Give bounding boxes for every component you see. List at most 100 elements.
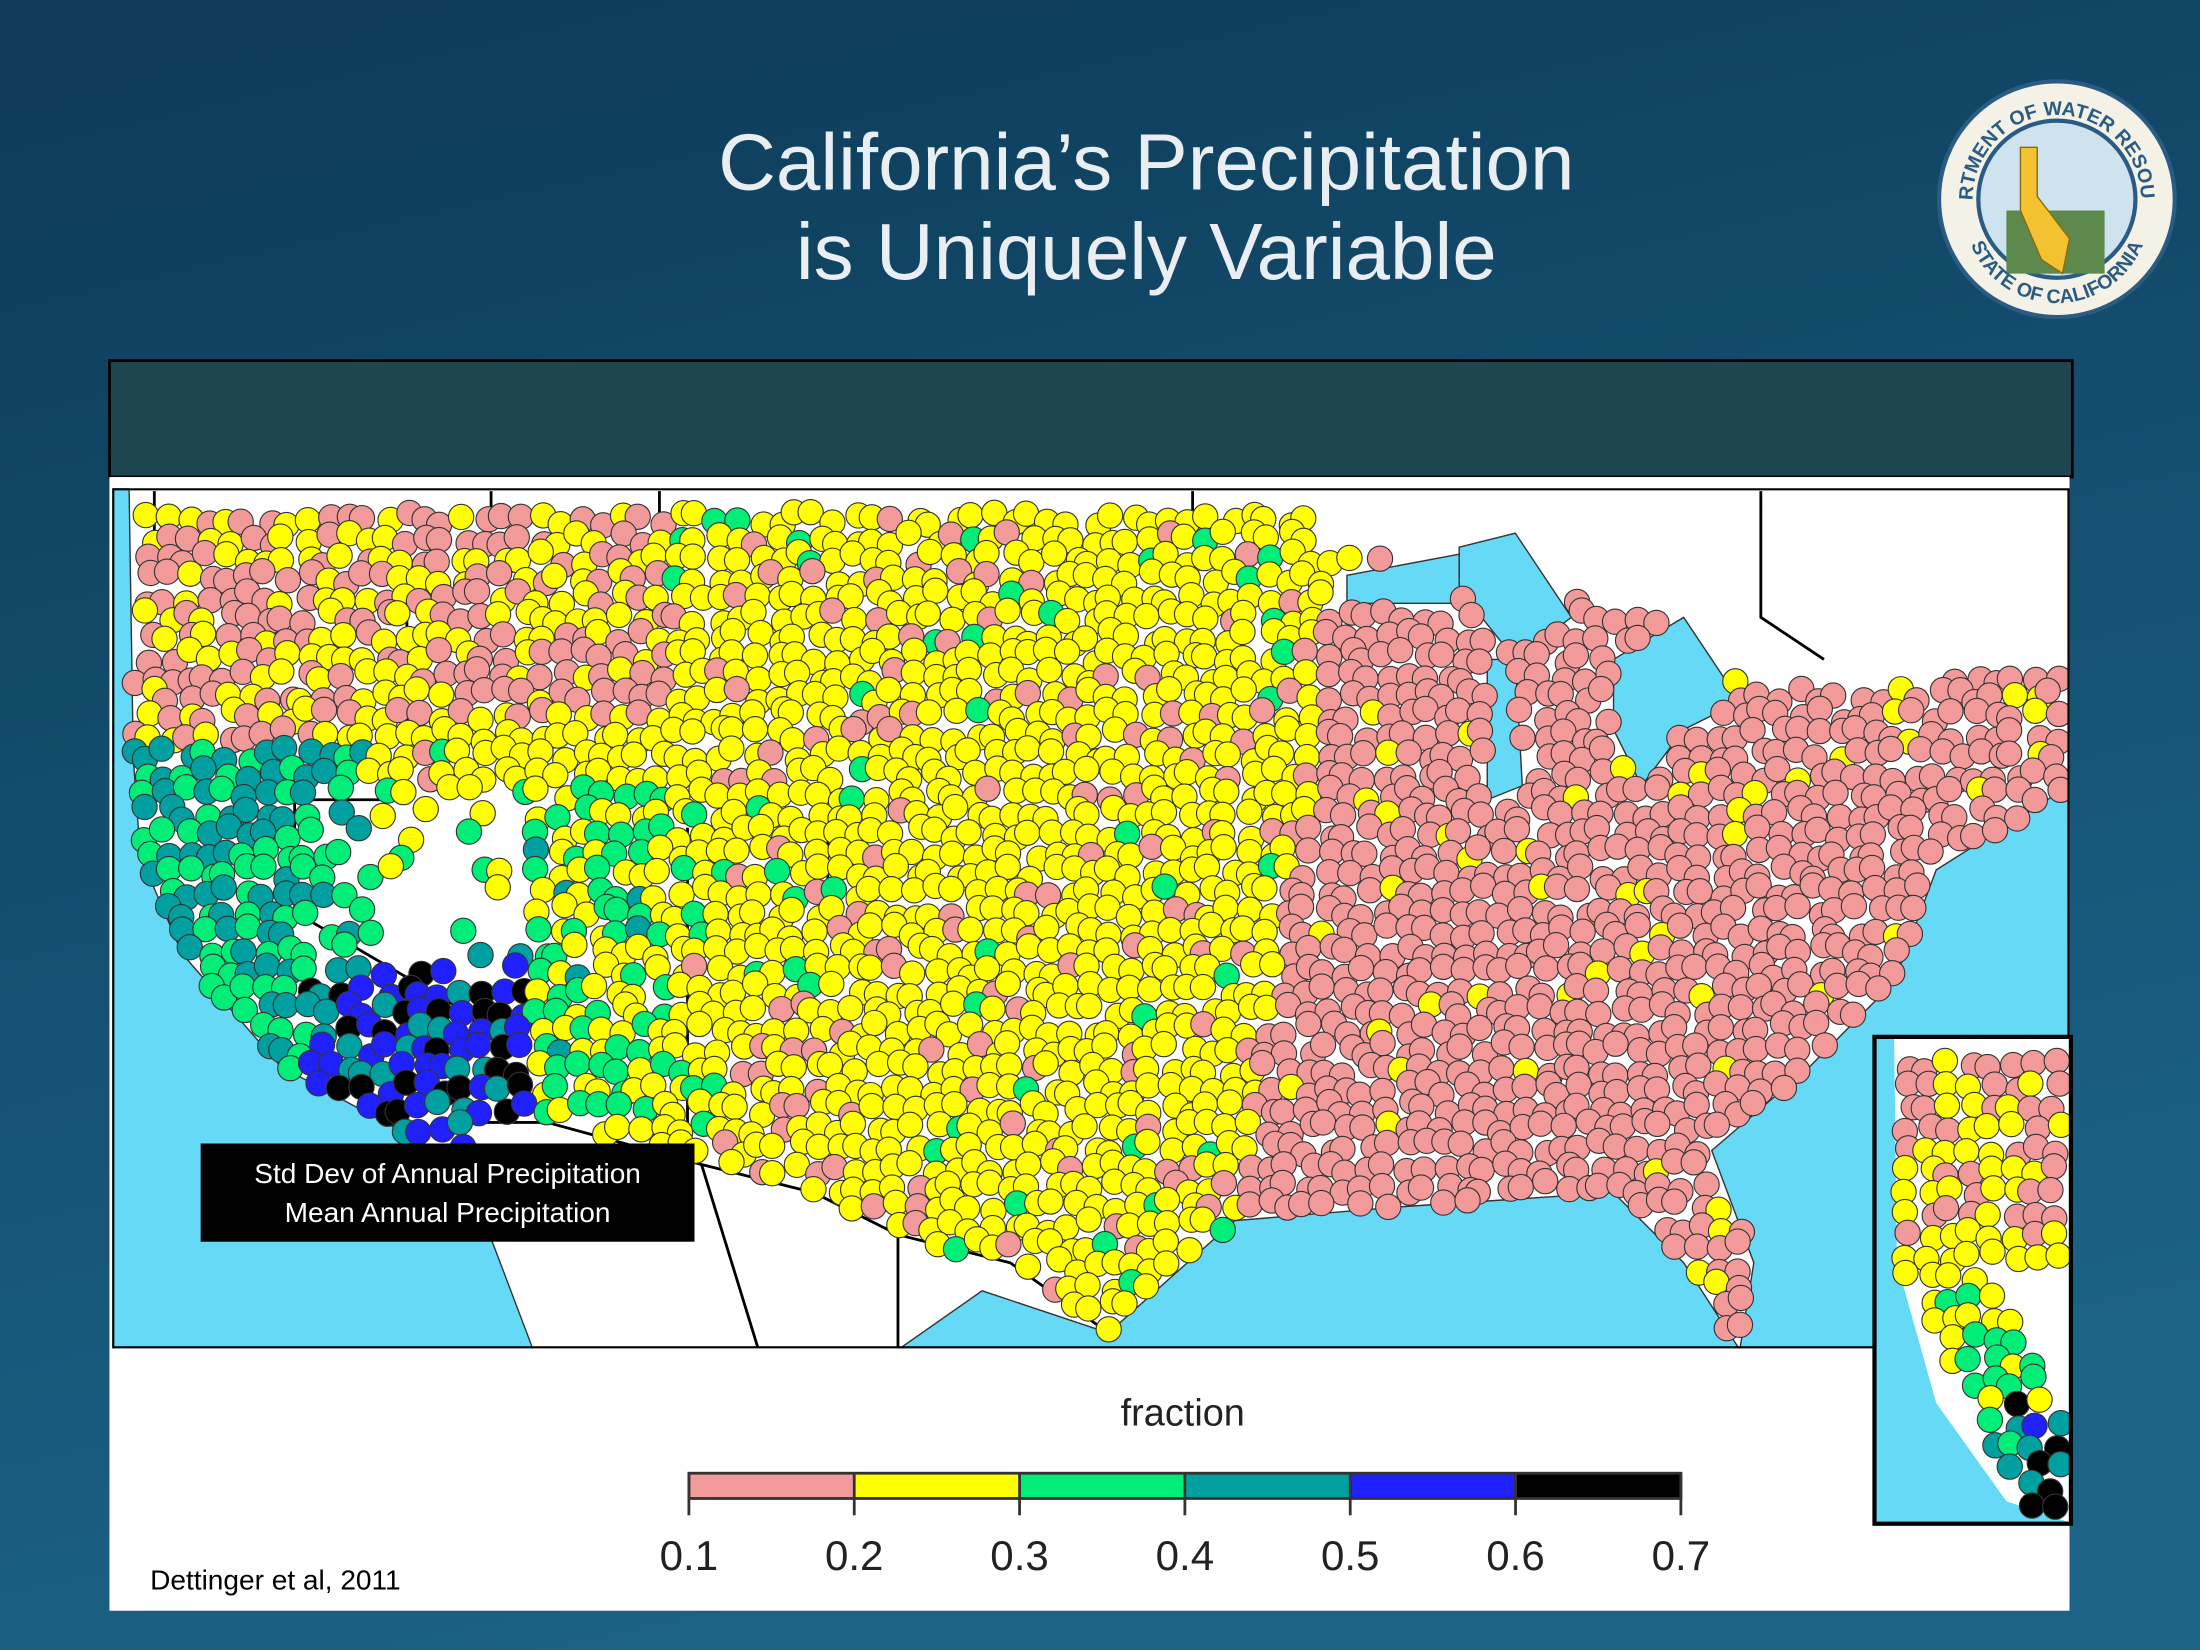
station-dot [1214, 741, 1241, 768]
colorbar-segment [854, 1473, 1020, 1499]
station-dot [1367, 977, 1394, 1004]
station-dot [447, 503, 475, 531]
label-line: Std Dev of Annual Precipitation [254, 1158, 641, 1189]
station-dot [1806, 695, 1834, 722]
station-dot [1458, 601, 1485, 629]
station-dot [1014, 735, 1041, 762]
station-dot [1661, 1188, 1688, 1215]
station-dot [768, 995, 795, 1023]
station-dot [325, 1074, 353, 1102]
station-dot [1229, 915, 1257, 942]
station-dot [371, 1031, 398, 1058]
colorbar-segment [1019, 1473, 1185, 1499]
station-dot [210, 874, 237, 901]
colorbar-tick-label: 0.3 [990, 1532, 1048, 1579]
station-dot [348, 896, 376, 923]
station-dot [1742, 1035, 1770, 1063]
station-dot [155, 855, 183, 883]
station-dot [1588, 735, 1616, 762]
station-dot [914, 600, 941, 627]
station-dot [1014, 1253, 1042, 1280]
station-dot [1387, 636, 1414, 664]
station-dot [876, 715, 903, 743]
station-dot [330, 622, 357, 649]
station-dot [1526, 993, 1553, 1020]
colorbar-segment [1350, 1473, 1516, 1499]
station-dot [1865, 975, 1892, 1002]
station-dot [1582, 977, 1610, 1004]
station-dot [1037, 1188, 1064, 1215]
station-dot [1595, 708, 1622, 736]
station-dot [1046, 1246, 1073, 1273]
station-dot [1446, 1033, 1473, 1060]
station-dot [357, 863, 384, 891]
station-dot [1839, 1001, 1867, 1028]
station-dot [1192, 605, 1219, 632]
station-dot [1190, 643, 1218, 670]
station-dot [2047, 776, 2070, 804]
station-dot [1803, 1009, 1830, 1037]
inset-dots [1890, 1047, 2070, 1520]
station-dot [1681, 953, 1708, 981]
station-dot [424, 1088, 451, 1116]
station-dot [232, 796, 259, 824]
station-dot [580, 972, 608, 1000]
station-dot [1189, 973, 1217, 1001]
station-dot [855, 875, 882, 903]
station-dot [723, 837, 750, 864]
station-dot [1153, 1186, 1181, 1214]
station-dot [1295, 1010, 1322, 1038]
station-dot [1032, 1050, 1059, 1077]
station-dot [1209, 1216, 1236, 1244]
station-dot [1467, 801, 1494, 828]
station-dot [1375, 1193, 1402, 1221]
station-dot [229, 973, 256, 1000]
station-dot [686, 1010, 713, 1038]
station-dot [250, 853, 277, 880]
station-dot [1806, 717, 1833, 745]
station-dot [1511, 1073, 1538, 1100]
station-dot [620, 741, 648, 768]
station-dot [425, 636, 452, 664]
inset-ocean [1875, 1038, 2070, 1523]
station-dot [1981, 817, 2009, 844]
station-dot [2047, 1111, 2070, 1139]
station-dot [2043, 1047, 2070, 1075]
station-dot [1727, 1284, 1755, 1312]
station-dot [1430, 1189, 1457, 1216]
station-dot [1744, 814, 1771, 841]
station-dot [605, 601, 633, 629]
station-dot [1883, 937, 1910, 964]
station-dot [1210, 834, 1237, 861]
station-dot [1953, 1138, 1980, 1165]
station-dot [1724, 1228, 1751, 1255]
station-dot [541, 562, 568, 590]
station-dot [1407, 1174, 1435, 1201]
station-dot [1710, 699, 1737, 727]
station-dot [1533, 955, 1560, 982]
station-dot [1644, 774, 1671, 801]
station-dot [1157, 916, 1184, 944]
inset-frame [1872, 1034, 2074, 1526]
station-dot [561, 931, 588, 959]
station-dot [1347, 954, 1375, 982]
station-dot [1998, 1110, 2025, 1138]
station-dot [1488, 1055, 1515, 1082]
station-dot [1976, 1406, 2004, 1433]
seal-state [2019, 146, 2071, 275]
station-dot [1624, 624, 1651, 652]
station-dot [800, 1175, 827, 1203]
station-dot [1683, 821, 1710, 849]
station-dot [1764, 755, 1791, 783]
station-dot [778, 580, 805, 608]
station-dot [507, 677, 535, 705]
station-dot [1931, 1047, 1959, 1075]
station-dot [1444, 697, 1472, 724]
station-dot [994, 597, 1021, 625]
station-dot [875, 676, 902, 704]
station-dot [1562, 642, 1590, 669]
station-dot [1132, 1273, 1160, 1300]
station-dot [1075, 1295, 1102, 1322]
colorbar-title: fraction [1121, 1393, 1245, 1435]
station-dot [1503, 815, 1531, 843]
